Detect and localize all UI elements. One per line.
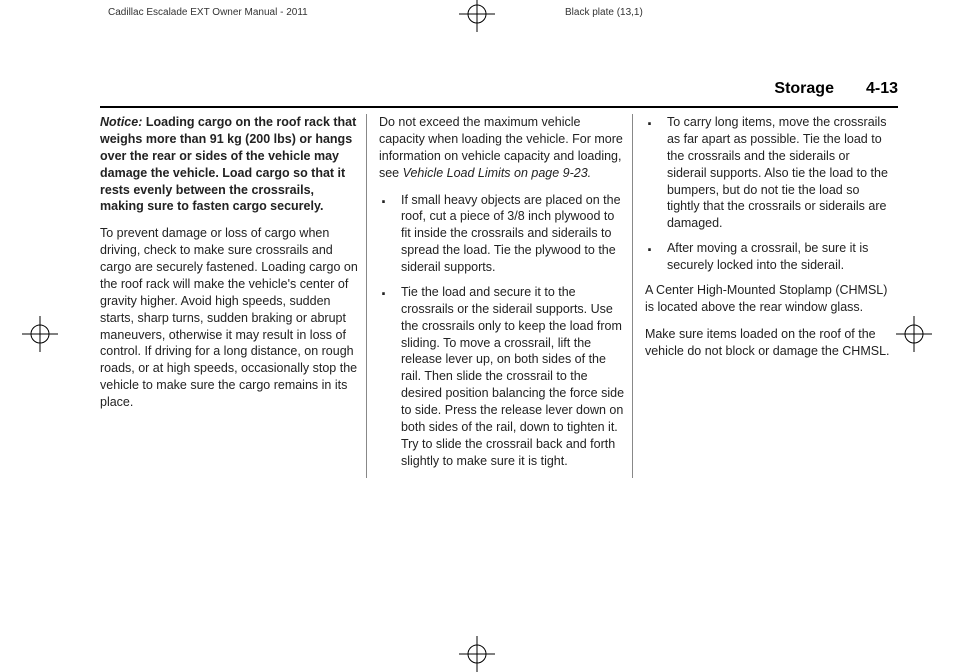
col1-paragraph-1: To prevent damage or loss of cargo when … — [100, 225, 360, 411]
list-item: Tie the load and secure it to the crossr… — [379, 284, 626, 470]
col3-paragraph-1: A Center High-Mounted Stoplamp (CHMSL) i… — [645, 282, 892, 316]
header-left-text: Cadillac Escalade EXT Owner Manual - 201… — [108, 7, 308, 18]
registration-mark-left-icon — [22, 316, 58, 352]
bullet-text: If small heavy objects are placed on the… — [401, 193, 621, 275]
column-3: To carry long items, move the crossrails… — [632, 114, 898, 478]
column-1: Notice: Loading cargo on the roof rack t… — [100, 114, 366, 478]
running-header: Storage 4-13 — [100, 80, 898, 98]
page-number: 4-13 — [866, 80, 898, 98]
text-columns: Notice: Loading cargo on the roof rack t… — [100, 114, 898, 478]
col2-bullet-list: If small heavy objects are placed on the… — [379, 192, 626, 470]
bullet-text: After moving a crossrail, be sure it is … — [667, 241, 868, 272]
notice-paragraph: Notice: Loading cargo on the roof rack t… — [100, 114, 360, 215]
col3-bullet-list: To carry long items, move the crossrails… — [645, 114, 892, 274]
column-2: Do not exceed the maximum vehicle capaci… — [366, 114, 632, 478]
bullet-text: To carry long items, move the crossrails… — [667, 115, 888, 230]
registration-mark-bottom-icon — [459, 636, 495, 672]
header-right-text: Black plate (13,1) — [565, 7, 643, 18]
notice-label: Notice: — [100, 115, 142, 129]
registration-mark-right-icon — [896, 316, 932, 352]
list-item: If small heavy objects are placed on the… — [379, 192, 626, 276]
col2-paragraph-1: Do not exceed the maximum vehicle capaci… — [379, 114, 626, 182]
list-item: After moving a crossrail, be sure it is … — [645, 240, 892, 274]
bullet-text: Tie the load and secure it to the crossr… — [401, 285, 624, 468]
notice-body: Loading cargo on the roof rack that weig… — [100, 115, 356, 213]
registration-mark-top-icon — [459, 0, 495, 32]
col3-paragraph-2: Make sure items loaded on the roof of th… — [645, 326, 892, 360]
list-item: To carry long items, move the crossrails… — [645, 114, 892, 232]
page-body: Storage 4-13 Notice: Loading cargo on th… — [100, 80, 898, 632]
section-name: Storage — [774, 80, 834, 98]
header-rule — [100, 106, 898, 108]
cross-reference: Vehicle Load Limits on page 9-23. — [403, 166, 592, 180]
